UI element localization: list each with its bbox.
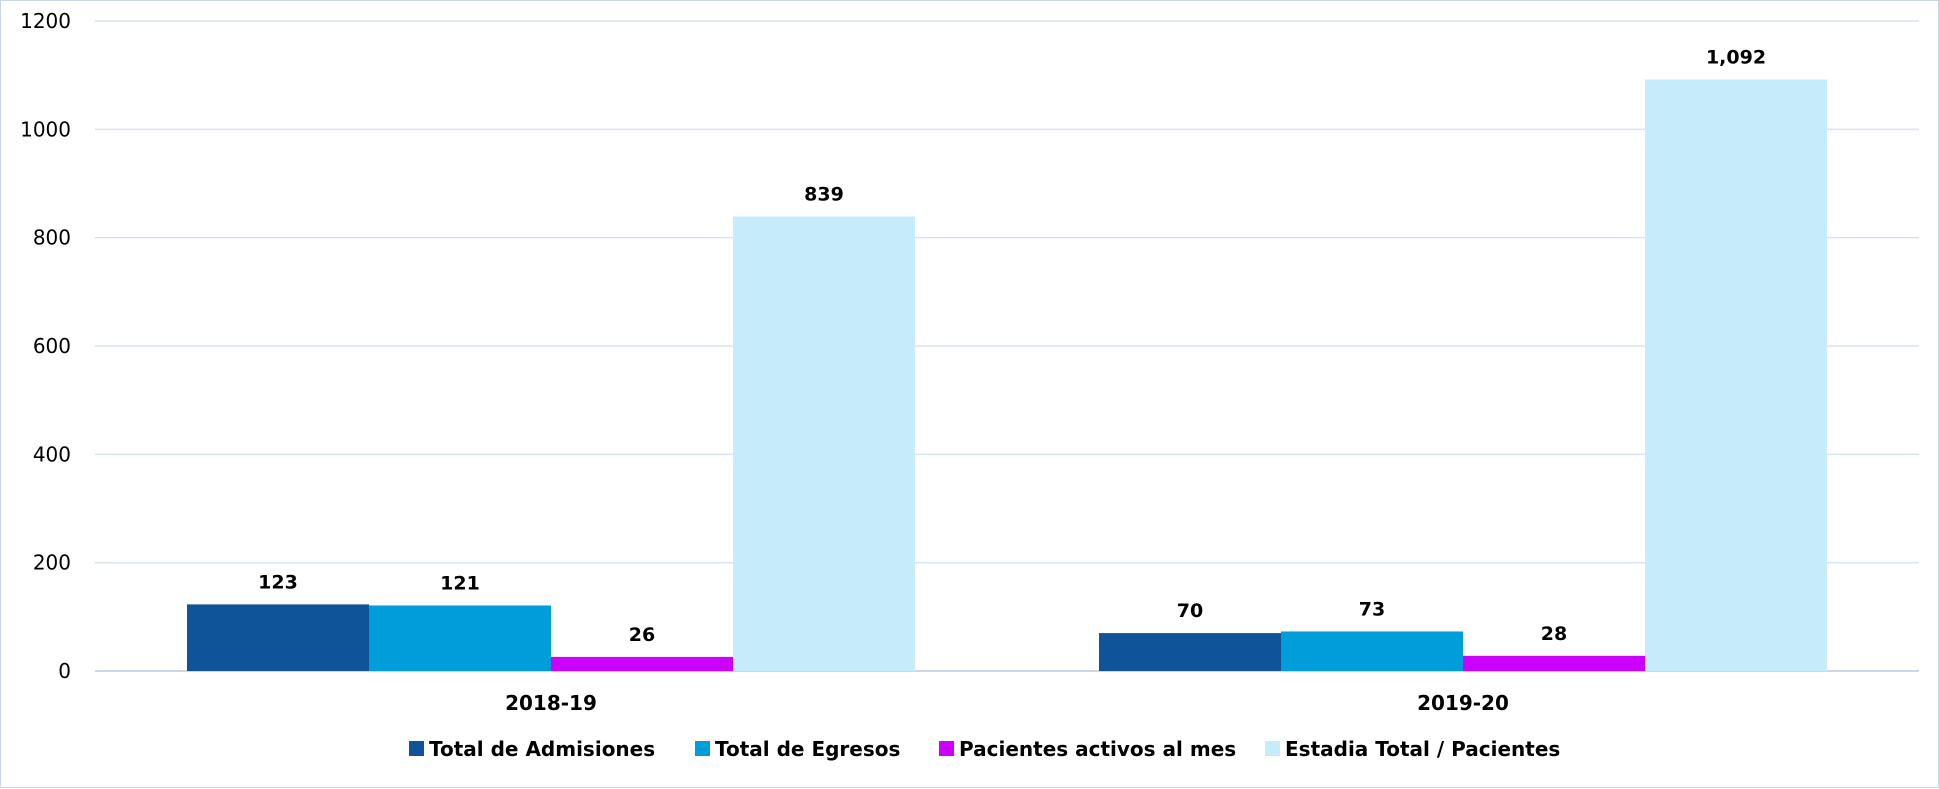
legend-swatch-0 bbox=[409, 741, 424, 756]
legend-item-estadia-total-pacientes[interactable]: Estadia Total / Pacientes bbox=[1265, 737, 1560, 761]
data-label-2018-19-0: 123 bbox=[258, 571, 298, 593]
bar-2018-19-total-de-egresos[interactable] bbox=[369, 605, 551, 671]
bar-2019-20-total-de-egresos[interactable] bbox=[1281, 631, 1463, 671]
y-tick-label-0: 0 bbox=[58, 659, 71, 683]
data-label-2019-20-3: 1,092 bbox=[1706, 47, 1766, 69]
bar-2018-19-total-de-admisiones[interactable] bbox=[187, 604, 369, 671]
data-labels: 123 121 26 839 70 73 28 1,092 bbox=[258, 47, 1766, 646]
legend-item-pacientes-activos-al-mes[interactable]: Pacientes activos al mes bbox=[939, 737, 1236, 761]
data-label-2019-20-0: 70 bbox=[1177, 600, 1203, 622]
data-label-2018-19-2: 26 bbox=[629, 624, 655, 646]
data-label-2019-20-2: 28 bbox=[1541, 623, 1567, 645]
bar-2019-20-pacientes-activos-al-mes[interactable] bbox=[1463, 655, 1645, 671]
bar-2018-19-estadia-total-pacientes[interactable] bbox=[733, 216, 915, 671]
x-category-label-2018-19: 2018-19 bbox=[505, 691, 597, 715]
gridlines bbox=[95, 20, 1919, 672]
y-tick-label-1000: 1000 bbox=[20, 117, 71, 141]
legend-label-2: Pacientes activos al mes bbox=[959, 737, 1236, 761]
legend[interactable]: Total de Admisiones Total de Egresos Pacie… bbox=[409, 737, 1560, 761]
bar-2018-19-pacientes-activos-al-mes[interactable] bbox=[551, 656, 733, 671]
x-category-label-2019-20: 2019-20 bbox=[1417, 691, 1509, 715]
x-axis-category-labels: 2018-19 2019-20 bbox=[505, 691, 1509, 715]
legend-swatch-1 bbox=[695, 741, 710, 756]
y-tick-label-800: 800 bbox=[33, 226, 71, 250]
bar-2019-20-total-de-admisiones[interactable] bbox=[1099, 633, 1281, 671]
y-tick-label-600: 600 bbox=[33, 334, 71, 358]
legend-swatch-2 bbox=[939, 741, 954, 756]
legend-label-1: Total de Egresos bbox=[715, 737, 900, 761]
legend-item-total-de-admisiones[interactable]: Total de Admisiones bbox=[409, 737, 655, 761]
legend-label-3: Estadia Total / Pacientes bbox=[1285, 737, 1560, 761]
data-label-2018-19-1: 121 bbox=[440, 572, 480, 594]
y-tick-label-400: 400 bbox=[33, 442, 71, 466]
legend-label-0: Total de Admisiones bbox=[429, 737, 655, 761]
legend-swatch-3 bbox=[1265, 741, 1280, 756]
bars bbox=[187, 79, 1827, 672]
data-label-2019-20-1: 73 bbox=[1359, 598, 1385, 620]
data-label-2018-19-3: 839 bbox=[804, 184, 844, 206]
bar-2019-20-estadia-total-pacientes[interactable] bbox=[1645, 79, 1827, 672]
y-axis-tick-labels: 0 200 400 600 800 1000 1200 bbox=[20, 9, 71, 683]
legend-item-total-de-egresos[interactable]: Total de Egresos bbox=[695, 737, 900, 761]
y-tick-label-1200: 1200 bbox=[20, 9, 71, 33]
y-tick-label-200: 200 bbox=[33, 551, 71, 575]
